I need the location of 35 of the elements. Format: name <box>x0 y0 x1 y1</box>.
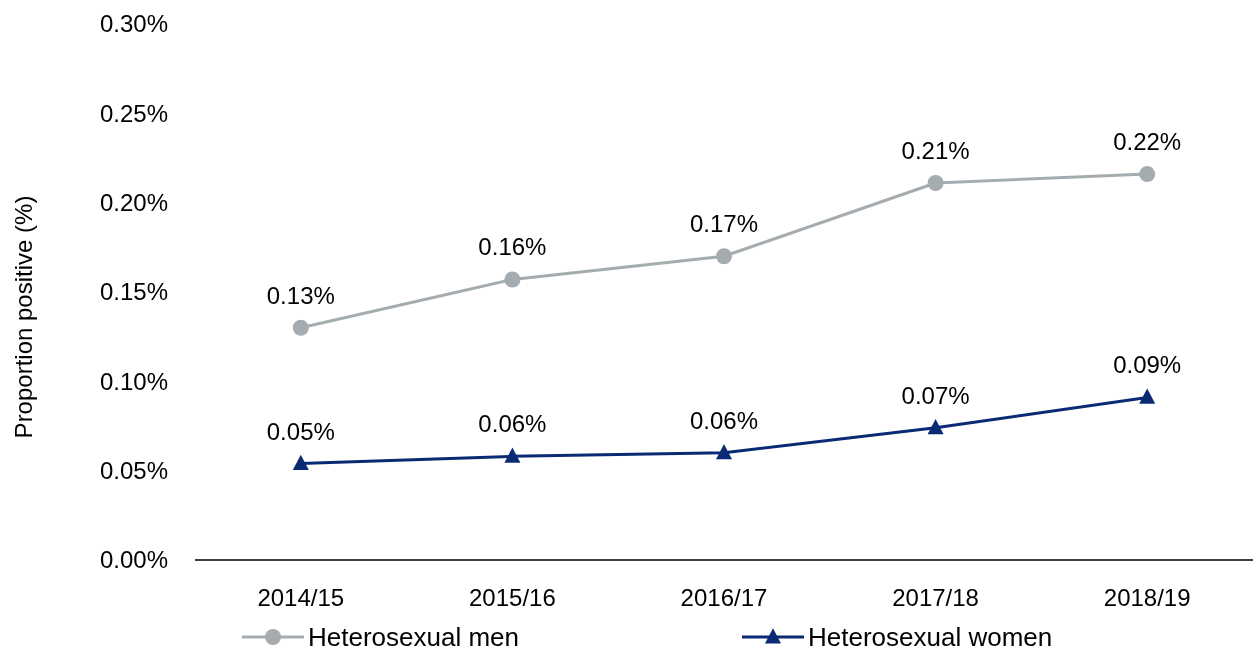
x-tick-label: 2015/16 <box>469 584 556 611</box>
data-label: 0.05% <box>266 417 335 445</box>
x-tick-label: 2018/19 <box>1103 584 1191 611</box>
data-label: 0.07% <box>901 381 970 409</box>
x-tick-label: 2017/18 <box>892 584 979 611</box>
point <box>927 418 944 435</box>
data-label: 0.17% <box>689 210 759 238</box>
data-label: 0.22% <box>1113 128 1182 156</box>
y-tick-label: 0.20% <box>99 189 168 217</box>
y-axis-title: Proportion positive (%) <box>10 195 37 439</box>
y-tick-label: 0.05% <box>99 457 168 485</box>
y-tick-label: 0.15% <box>99 278 168 306</box>
legend-label: Heterosexual women <box>808 622 1053 652</box>
data-label: 0.06% <box>689 406 759 434</box>
point <box>292 454 309 470</box>
y-tick-label: 0.10% <box>99 367 168 395</box>
point <box>716 248 732 265</box>
legend-label: Heterosexual men <box>308 622 519 652</box>
point <box>1139 388 1156 404</box>
point <box>504 447 521 463</box>
point <box>504 271 521 288</box>
data-label: 0.06% <box>478 410 547 438</box>
y-tick-label: 0.30% <box>99 10 168 38</box>
x-tick-label: 2016/17 <box>680 584 768 611</box>
data-label: 0.13% <box>266 281 335 309</box>
point <box>716 444 732 460</box>
x-tick-label: 2014/15 <box>257 584 345 611</box>
data-label: 0.09% <box>1113 351 1182 379</box>
y-tick-label: 0.00% <box>99 546 168 574</box>
data-label: 0.16% <box>478 233 547 261</box>
point <box>927 175 944 192</box>
point <box>292 319 309 336</box>
data-label: 0.21% <box>901 137 970 165</box>
point <box>1139 166 1156 183</box>
y-tick-label: 0.25% <box>99 99 168 127</box>
